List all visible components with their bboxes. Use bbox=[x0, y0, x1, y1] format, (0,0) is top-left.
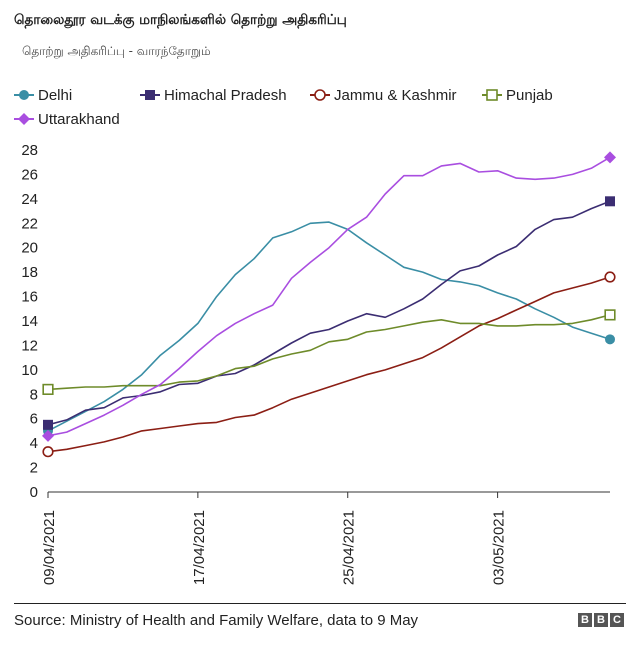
footer-divider bbox=[14, 603, 626, 604]
x-tick-label: 17/04/2021 bbox=[191, 510, 208, 585]
data-point-himachal-pradesh-start bbox=[43, 419, 53, 430]
legend-label-himachal-pradesh: Himachal Pradesh bbox=[164, 86, 287, 104]
chart-legend: Delhi Himachal Pradesh Jammu & Kashmir P… bbox=[14, 84, 624, 132]
y-tick-label: 20 bbox=[21, 240, 38, 257]
y-tick-label: 2 bbox=[30, 460, 38, 477]
data-point-himachal-pradesh-end bbox=[605, 196, 615, 207]
source-note: Source: Ministry of Health and Family We… bbox=[14, 612, 419, 629]
legend-row-2: Uttarakhand bbox=[14, 108, 624, 132]
x-tick-label: 09/04/2021 bbox=[41, 510, 58, 585]
legend-item-punjab[interactable]: Punjab bbox=[482, 84, 553, 106]
series-line-punjab bbox=[47, 314, 611, 391]
bbc-logo-letter-3: C bbox=[610, 613, 624, 627]
data-point-uttarakhand-end bbox=[604, 151, 616, 164]
y-tick-label: 18 bbox=[21, 264, 38, 281]
data-point-delhi-end bbox=[605, 334, 615, 345]
x-tick-label: 03/05/2021 bbox=[491, 510, 508, 585]
series-line-uttarakhand bbox=[47, 156, 611, 437]
series-line-himachal-pradesh bbox=[47, 200, 611, 426]
data-point-jammu-kashmir-end bbox=[604, 271, 616, 283]
data-point-punjab-end bbox=[604, 309, 616, 321]
series-line-delhi bbox=[47, 221, 611, 432]
chart-subtitle: தொற்று அதிகரிப்பு - வாரந்தோறும் bbox=[22, 44, 211, 58]
chart-title: தொலைதூர வடக்கு மாநிலங்களில் தொற்று அதிகர… bbox=[14, 12, 347, 28]
legend-item-himachal-pradesh[interactable]: Himachal Pradesh bbox=[140, 84, 287, 106]
y-tick-label: 4 bbox=[30, 435, 38, 452]
legend-label-punjab: Punjab bbox=[506, 86, 553, 104]
y-tick-label: 22 bbox=[21, 215, 38, 232]
legend-label-uttarakhand: Uttarakhand bbox=[38, 110, 120, 128]
legend-marker-himachal-pradesh-icon bbox=[140, 90, 160, 100]
y-tick-label: 6 bbox=[30, 411, 38, 428]
legend-item-jammu-kashmir[interactable]: Jammu & Kashmir bbox=[310, 84, 457, 106]
bbc-logo: B B C bbox=[578, 613, 624, 627]
y-tick-label: 10 bbox=[21, 362, 38, 379]
bbc-logo-letter-1: B bbox=[578, 613, 592, 627]
series-line-jammu-kashmir bbox=[47, 276, 611, 453]
x-tick-label: 25/04/2021 bbox=[341, 510, 358, 585]
legend-label-delhi: Delhi bbox=[38, 86, 73, 104]
legend-item-delhi[interactable]: Delhi bbox=[14, 84, 72, 106]
legend-marker-delhi-icon bbox=[14, 90, 34, 100]
y-tick-label: 16 bbox=[21, 289, 38, 306]
y-tick-label: 8 bbox=[30, 386, 38, 403]
y-tick-label: 14 bbox=[21, 313, 38, 330]
y-tick-label: 24 bbox=[21, 191, 38, 208]
data-point-jammu-kashmir-start bbox=[42, 446, 54, 458]
y-tick-label: 0 bbox=[30, 484, 38, 501]
legend-label-jammu-kashmir: Jammu & Kashmir bbox=[334, 86, 457, 104]
legend-marker-punjab-icon bbox=[482, 89, 502, 101]
legend-marker-uttarakhand-icon bbox=[14, 113, 34, 125]
legend-item-uttarakhand[interactable]: Uttarakhand bbox=[14, 108, 120, 130]
y-tick-label: 26 bbox=[21, 166, 38, 183]
legend-marker-jammu-kashmir-icon bbox=[310, 89, 330, 101]
bbc-logo-letter-2: B bbox=[594, 613, 608, 627]
data-point-punjab-start bbox=[42, 383, 54, 396]
data-point-uttarakhand-start bbox=[42, 429, 54, 442]
y-tick-label: 12 bbox=[21, 337, 38, 354]
y-tick-label: 28 bbox=[21, 142, 38, 159]
legend-row-1: Delhi Himachal Pradesh Jammu & Kashmir P… bbox=[14, 84, 624, 108]
